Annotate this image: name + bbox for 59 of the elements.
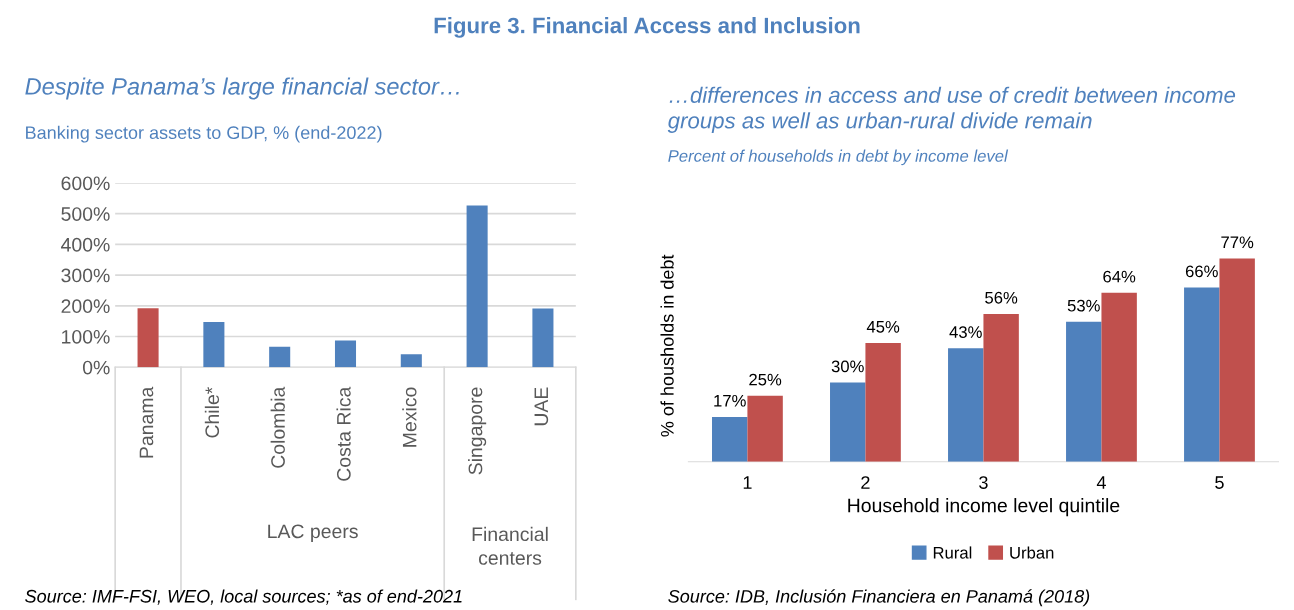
y-tick-label: 400% [61, 237, 110, 252]
bar [137, 308, 159, 368]
data-label: 64% [1103, 270, 1136, 283]
y-tick-label: 500% [61, 207, 110, 221]
source-note: Source: IMF-FSI, WEO, local sources; *as of end-2021 [25, 589, 462, 605]
bar [712, 416, 748, 462]
bar [532, 308, 554, 368]
bar [1066, 321, 1102, 462]
x-tick-label: 5 [1215, 476, 1224, 489]
text: Financial centers [472, 526, 548, 565]
y-tick-label: 0% [82, 360, 110, 375]
data-label: 66% [1185, 265, 1218, 278]
data-label: 17% [714, 394, 746, 407]
y-tick-label: 100% [62, 329, 110, 344]
bar [466, 205, 488, 368]
data-label: 25% [749, 373, 782, 386]
text: LAC peers [268, 524, 358, 543]
x-tick-label: UAE [534, 387, 549, 426]
chart-title: …differences in access and use of credit between income groups as well as urban-rural divide remain [667, 86, 1236, 133]
y-axis-title: % of housholds in debt [660, 254, 674, 437]
x-tick-label: 1 [743, 476, 752, 489]
x-tick-label: 3 [979, 476, 988, 489]
x-axis-title: Household income level quintile [848, 498, 1120, 517]
bar [747, 395, 783, 462]
bar [865, 342, 901, 462]
data-label: 45% [866, 320, 900, 333]
y-tick-label: 200% [61, 299, 110, 314]
y-tick-label: 300% [61, 268, 110, 283]
source-note: Source: IDB, Inclusión Financiera en Panamá (2018) [668, 589, 1090, 607]
data-label: 77% [1221, 236, 1254, 249]
bar [203, 322, 225, 368]
data-label: 30% [831, 360, 864, 373]
bar [334, 340, 357, 368]
bar [400, 354, 422, 368]
legend-label: Urban [1010, 546, 1054, 559]
x-tick-label: Panama [139, 386, 154, 458]
y-tick-label: 600% [61, 176, 110, 191]
data-label: 43% [949, 326, 982, 338]
x-tick-label: 4 [1096, 476, 1106, 489]
bar [269, 346, 291, 368]
data-label: 53% [1067, 299, 1100, 312]
data-label: 56% [985, 291, 1018, 304]
x-tick-label: Singapore [468, 387, 487, 475]
x-tick-label: Costa Rica [336, 386, 351, 481]
bar [1219, 258, 1255, 462]
chart-title: Despite Panama’s large financial sector… [25, 77, 459, 100]
x-tick-label: Colombia [270, 386, 285, 468]
legend-label: Rural [933, 546, 972, 559]
bar [1184, 287, 1220, 462]
bar [830, 382, 866, 462]
bar [948, 348, 984, 462]
x-tick-label: Chile* [204, 386, 220, 438]
x-tick-label: Mexico [402, 387, 417, 447]
caption: Figure 3. Financial Access and Inclusion [434, 17, 860, 38]
chart-subtitle: Banking sector assets to GDP, % (end-2022) [26, 125, 382, 143]
bar [983, 313, 1019, 462]
chart-subtitle: Percent of households in debt by income level [668, 149, 1009, 166]
bar [1101, 292, 1137, 462]
x-tick-label: 2 [861, 476, 870, 489]
